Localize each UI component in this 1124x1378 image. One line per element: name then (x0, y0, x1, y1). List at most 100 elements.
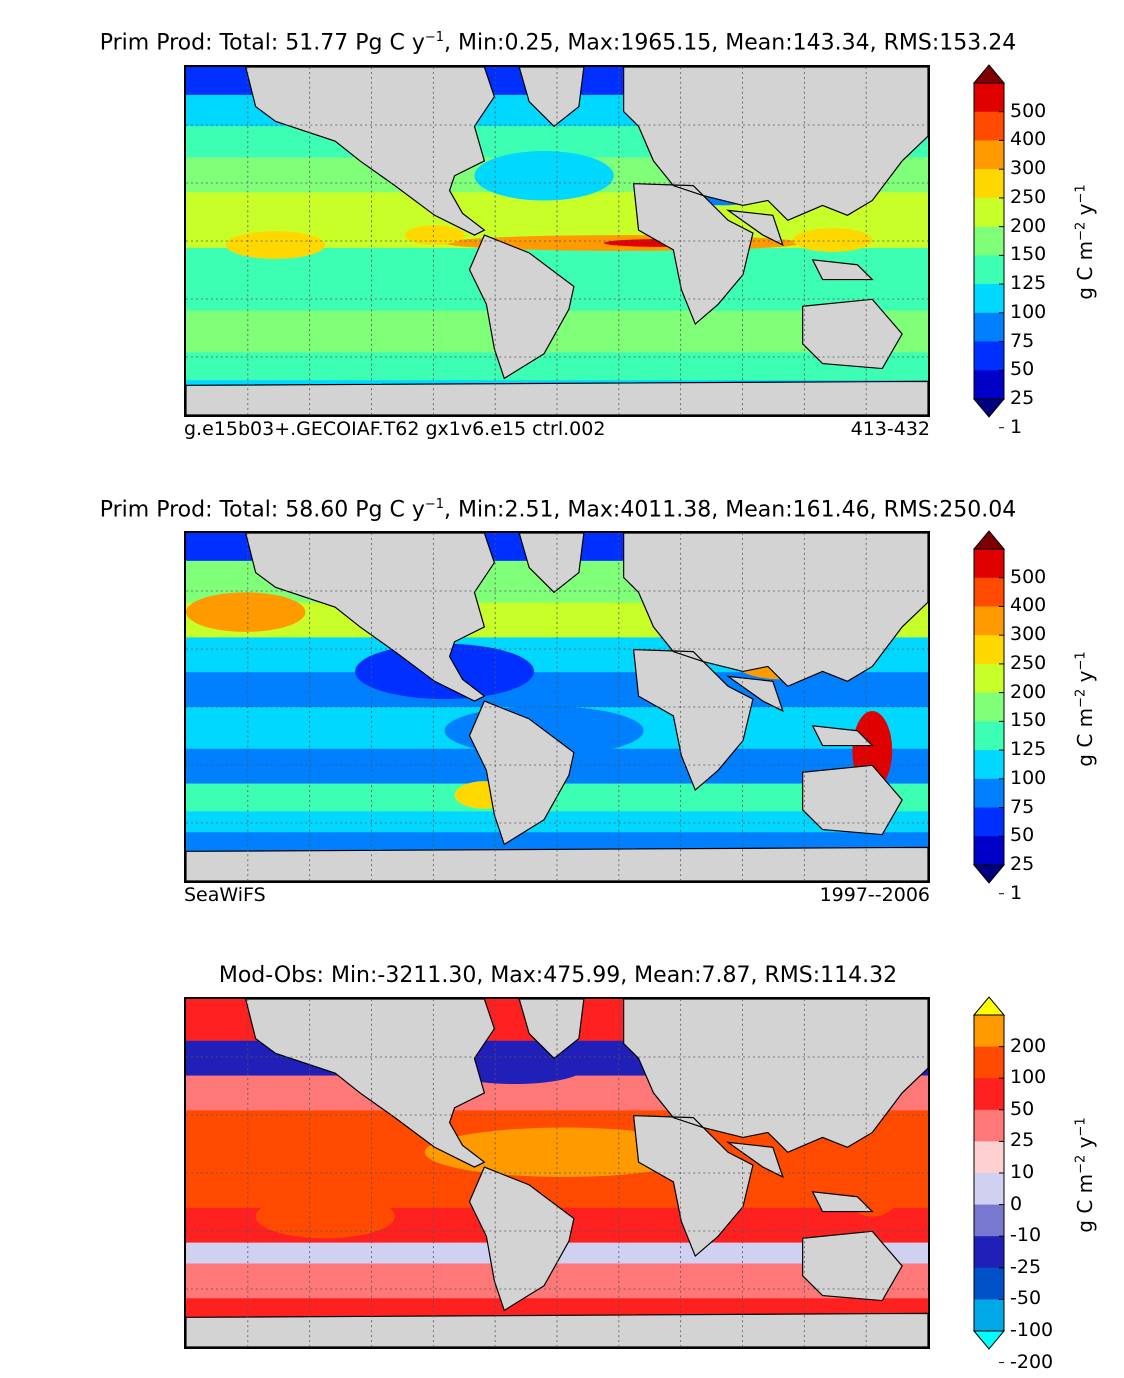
colorbar-unit: g C m−2 y−1 (1073, 184, 1097, 300)
colorbar-segment (974, 549, 1004, 579)
colorbar-tick-label: 300 (1010, 157, 1047, 180)
title-text: Prim Prod: Total: 51.77 Pg C y (99, 30, 425, 56)
colorbar-tick-label: -50 (1010, 1287, 1042, 1310)
gridlines (186, 67, 928, 415)
colorbar-segment (974, 284, 1004, 314)
title-text: Prim Prod: Total: 58.60 Pg C y (99, 497, 425, 523)
colorbar-segment (974, 1078, 1004, 1111)
land-mask (186, 999, 928, 1347)
colorbar (972, 530, 1006, 895)
colorbar-segment (974, 1173, 1004, 1206)
field-contour (255, 1194, 395, 1239)
map-field (186, 67, 928, 415)
colorbar-segment (974, 807, 1004, 837)
colorbar-frame (973, 82, 1005, 400)
footer-left: SeaWiFS (184, 884, 266, 906)
title-exponent: −1 (424, 30, 445, 45)
colorbar-segment (974, 140, 1004, 170)
colorbar-tick-label: 150 (1010, 709, 1047, 732)
colorbar-tick-label: 50 (1010, 824, 1035, 847)
colorbar-frame (973, 548, 1005, 866)
colorbar-segment (974, 635, 1004, 665)
footer-right: 413-432 (850, 418, 930, 440)
colorbar-segment (974, 1046, 1004, 1079)
colorbar-tick-label: 400 (1010, 128, 1047, 151)
panel-title: Prim Prod: Total: 51.77 Pg C y−1, Min:0.… (0, 30, 1116, 55)
field-contour (792, 228, 873, 252)
colorbar-segment (974, 83, 1004, 113)
colorbar-tick-label: 200 (1010, 214, 1047, 237)
gridlines (186, 533, 928, 881)
colorbar-tick-label: -200 (1010, 1350, 1054, 1373)
colorbar-tick-label: 100 (1010, 300, 1047, 323)
title-text: Mod-Obs: Min:-3211.30, Max:475.99, Mean:… (218, 963, 898, 988)
land-mask (186, 67, 928, 415)
field-contour (474, 151, 614, 201)
colorbar-segment (974, 1204, 1004, 1237)
colorbar-unit: g C m−2 y−1 (1073, 1117, 1097, 1233)
colorbar-segment (974, 169, 1004, 199)
colorbar-segment (974, 577, 1004, 607)
colorbar-tick-label: 0 (1010, 1192, 1023, 1215)
colorbar-segment (974, 197, 1004, 228)
map-plot (184, 65, 930, 417)
colorbar-tick-label: 1 (1010, 881, 1023, 904)
colorbar-extend-top (972, 996, 1006, 1016)
map-field (186, 533, 928, 881)
colorbar-tick-label: 500 (1010, 565, 1047, 588)
colorbar-extend-bottom (972, 1330, 1006, 1350)
colorbar-segment (974, 312, 1004, 343)
colorbar-tick-label: -25 (1010, 1255, 1042, 1278)
colorbar-segment (974, 111, 1004, 141)
colorbar-segment (974, 1299, 1004, 1332)
map-plot (184, 997, 930, 1349)
colorbar-tick-label: 250 (1010, 651, 1047, 674)
panel-title: Mod-Obs: Min:-3211.30, Max:475.99, Mean:… (0, 963, 1116, 988)
colorbar-tick-label: 50 (1010, 358, 1035, 381)
gridlines (186, 999, 928, 1347)
colorbar-segment (974, 1267, 1004, 1300)
map-field (186, 999, 928, 1347)
colorbar-tick-label: 25 (1010, 1129, 1035, 1152)
colorbar-tick-label: 1 (1010, 415, 1023, 438)
colorbar-tick-label: 250 (1010, 185, 1047, 208)
colorbar-segment (974, 692, 1004, 722)
map-plot (184, 531, 930, 883)
field-contour (186, 592, 306, 632)
colorbar-tick-label: 100 (1010, 1066, 1047, 1089)
colorbar-tick-label: 25 (1010, 387, 1035, 409)
colorbar-segment (974, 721, 1004, 751)
colorbar (972, 996, 1006, 1364)
colorbar-tick-label: -10 (1010, 1224, 1042, 1247)
field-contour (225, 231, 326, 259)
colorbar-segment (974, 778, 1004, 809)
colorbar-tick-label: 200 (1010, 680, 1047, 703)
colorbar-tick-label: 75 (1010, 795, 1035, 818)
colorbar-tick-label: -100 (1010, 1319, 1054, 1341)
title-exponent: −1 (424, 497, 445, 512)
colorbar-svg (972, 530, 1006, 895)
colorbar-tick-label: 200 (1010, 1034, 1047, 1057)
colorbar-segment (974, 1109, 1004, 1142)
panel-title: Prim Prod: Total: 58.60 Pg C y−1, Min:2.… (0, 497, 1116, 522)
footer-right: 1997--2006 (819, 884, 930, 906)
colorbar-segment (974, 1141, 1004, 1174)
colorbar-segment (974, 226, 1004, 256)
colorbar-extend-bottom (972, 864, 1006, 884)
colorbar-svg (972, 996, 1006, 1364)
title-stats: , Min:2.51, Max:4011.38, Mean:161.46, RM… (444, 497, 1017, 523)
field-band (186, 811, 928, 833)
colorbar-tick-label: 400 (1010, 594, 1047, 617)
colorbar-tick-label: 75 (1010, 329, 1035, 352)
colorbar-segment (974, 836, 1004, 866)
colorbar-segment (974, 255, 1004, 285)
colorbar-svg (972, 64, 1006, 429)
colorbar-segment (974, 663, 1004, 694)
colorbar-extend-top (972, 64, 1006, 84)
land-mask (186, 533, 928, 881)
colorbar-segment (974, 370, 1004, 400)
colorbar-segment (974, 606, 1004, 636)
colorbar-unit: g C m−2 y−1 (1073, 651, 1097, 767)
colorbar (972, 64, 1006, 429)
footer-left: g.e15b03+.GECOIAF.T62 gx1v6.e15 ctrl.002 (184, 418, 606, 440)
